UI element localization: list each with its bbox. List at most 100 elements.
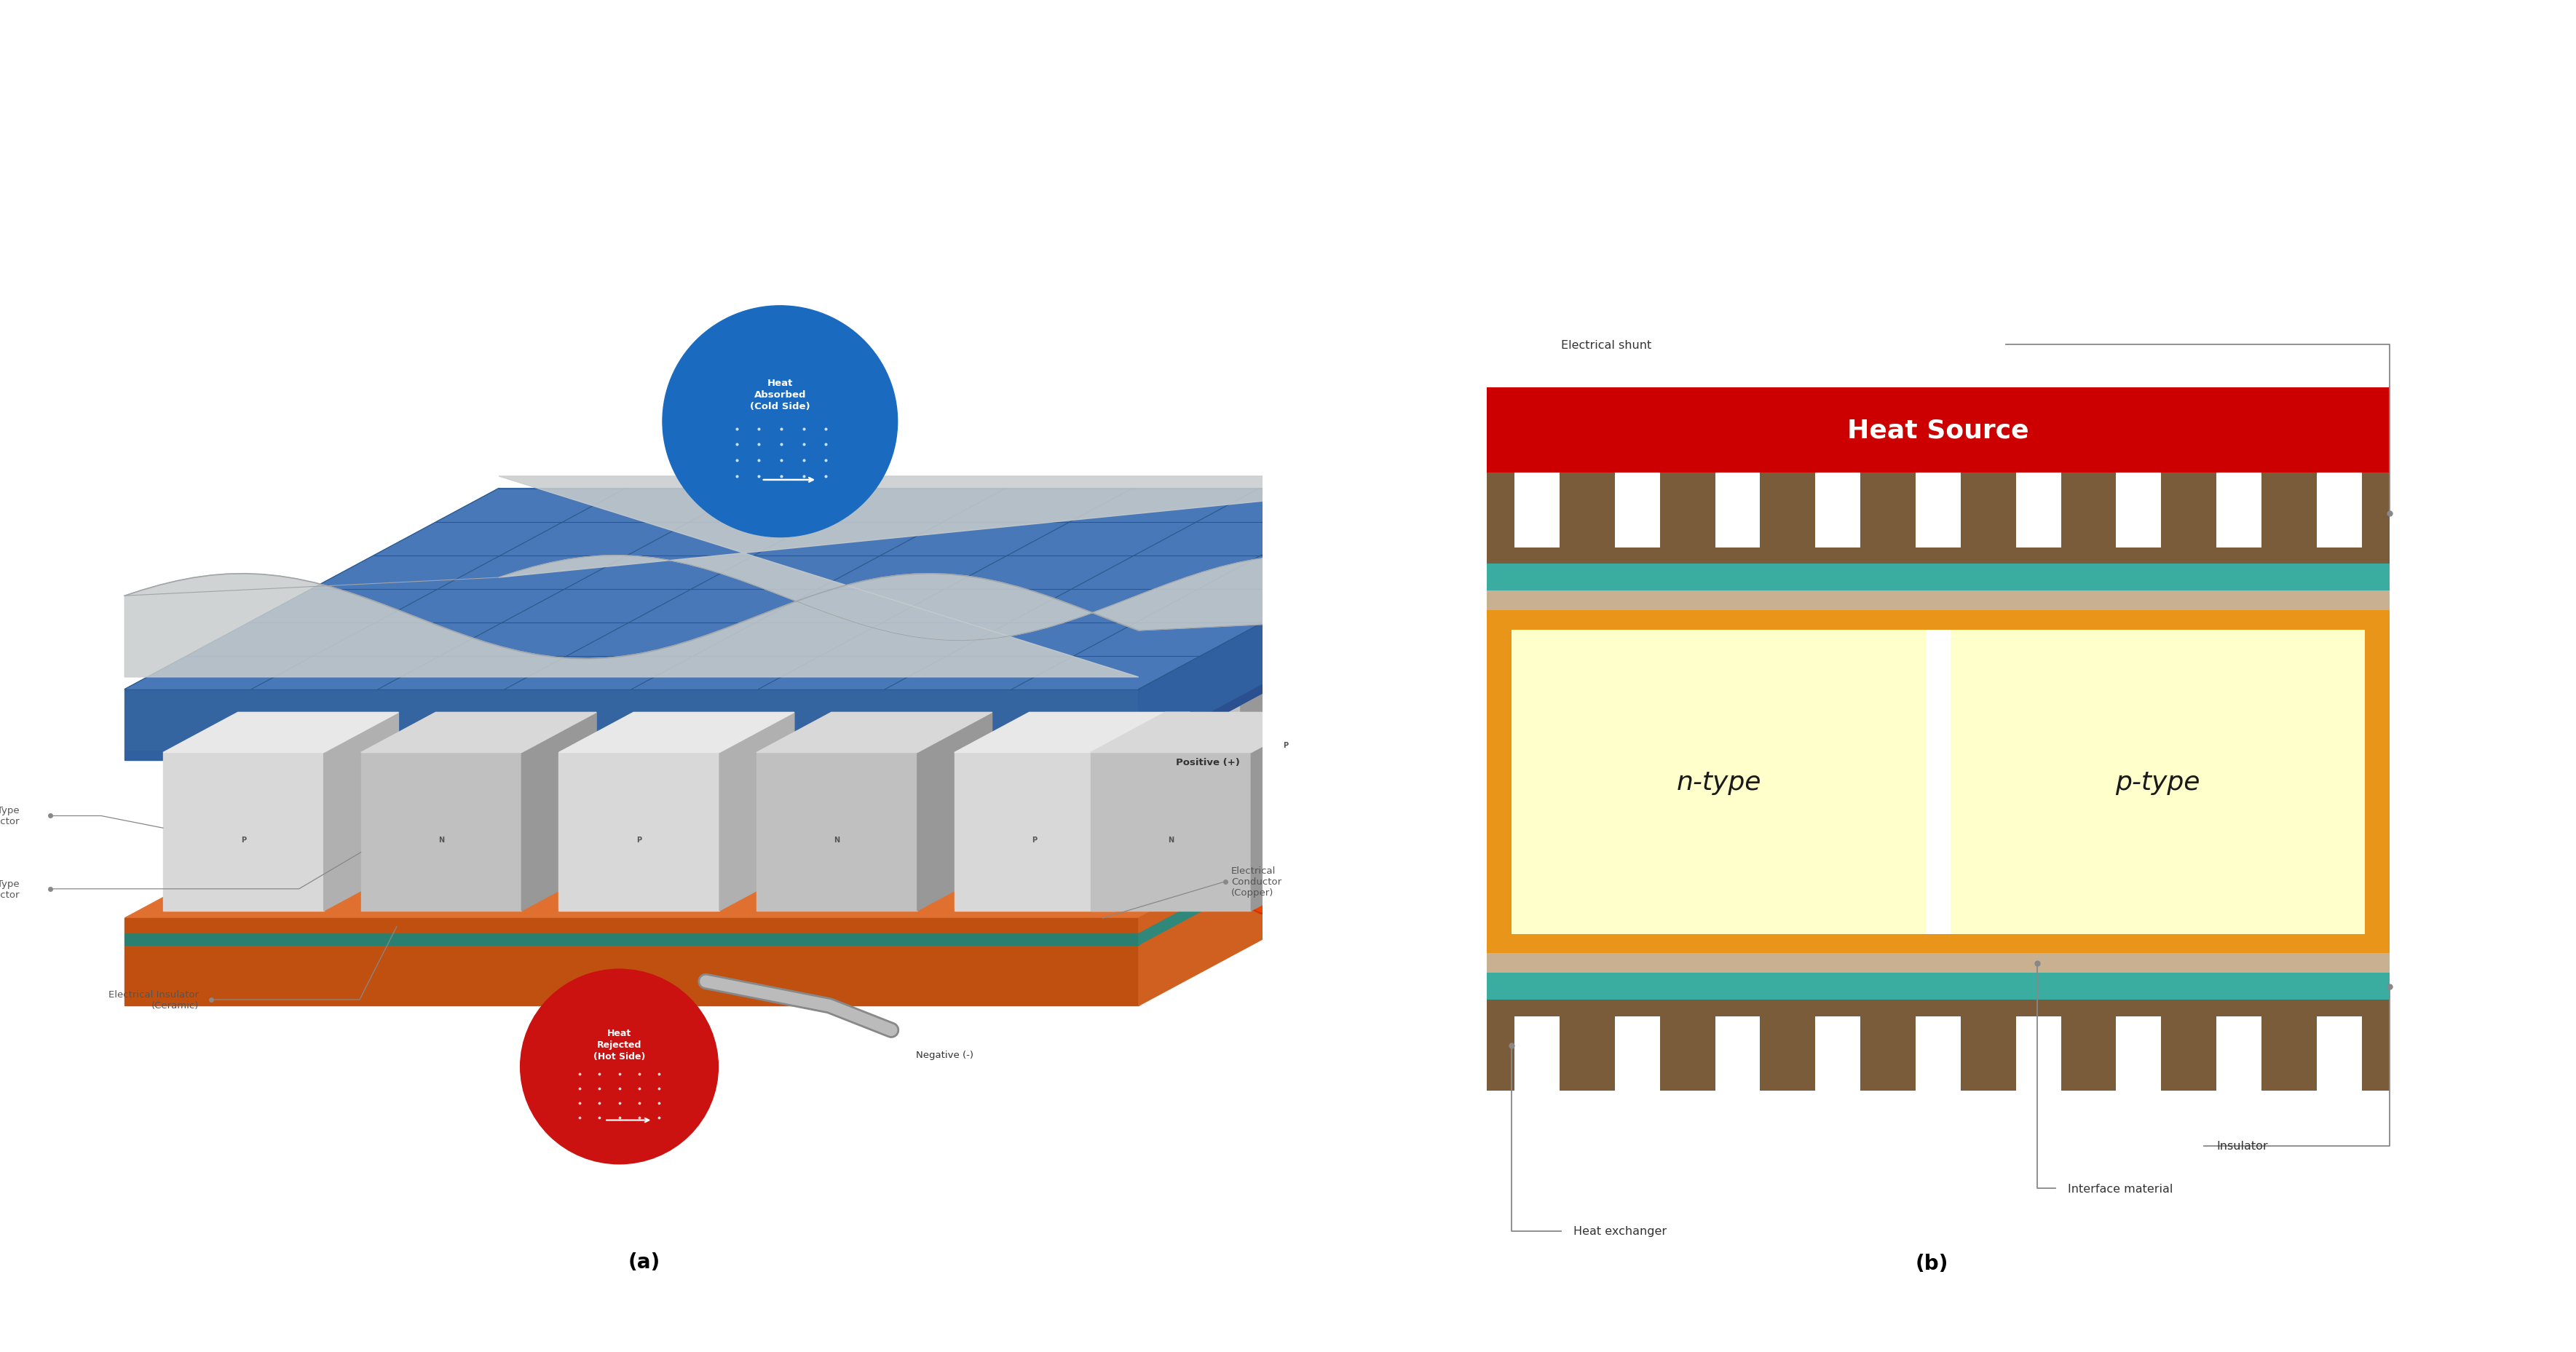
Text: Electrical shunt: Electrical shunt xyxy=(1561,339,1651,350)
Polygon shape xyxy=(1139,718,1512,933)
Text: P: P xyxy=(1283,741,1288,749)
Polygon shape xyxy=(124,488,1512,690)
Bar xyxy=(1917,1017,1960,1091)
Bar xyxy=(2215,1017,2262,1091)
Text: Insulator: Insulator xyxy=(2215,1140,2267,1152)
Text: Heat
Rejected
(Hot Side): Heat Rejected (Hot Side) xyxy=(592,1029,644,1061)
Polygon shape xyxy=(520,713,598,911)
Polygon shape xyxy=(1139,731,1512,945)
Polygon shape xyxy=(1095,571,1170,768)
Polygon shape xyxy=(124,945,1139,1006)
Polygon shape xyxy=(1007,618,1244,658)
Bar xyxy=(1486,473,2391,564)
Text: Heat exchanger: Heat exchanger xyxy=(1574,1225,1667,1237)
Polygon shape xyxy=(971,618,1046,817)
Bar xyxy=(1615,473,1659,548)
Text: P: P xyxy=(636,836,641,844)
Polygon shape xyxy=(574,618,649,817)
Text: N: N xyxy=(690,741,696,749)
Polygon shape xyxy=(487,706,647,864)
Polygon shape xyxy=(1090,753,1252,911)
Polygon shape xyxy=(737,610,899,768)
Bar xyxy=(1486,973,2391,1000)
Polygon shape xyxy=(899,571,974,768)
Bar xyxy=(2316,1017,2362,1091)
Text: N: N xyxy=(438,836,443,844)
Text: P: P xyxy=(814,694,819,702)
Text: N: N xyxy=(762,788,768,796)
Polygon shape xyxy=(1170,618,1244,817)
Bar xyxy=(1486,388,2391,473)
Bar xyxy=(2017,1017,2061,1091)
Polygon shape xyxy=(809,658,971,817)
Circle shape xyxy=(520,969,719,1164)
Polygon shape xyxy=(1079,665,1316,706)
Polygon shape xyxy=(613,658,773,817)
Text: Heat
Absorbed
(Cold Side): Heat Absorbed (Cold Side) xyxy=(750,379,809,411)
Bar xyxy=(1716,473,1759,548)
Text: Interface material: Interface material xyxy=(2069,1183,2174,1194)
Polygon shape xyxy=(953,753,1115,911)
Polygon shape xyxy=(881,665,1118,706)
Polygon shape xyxy=(538,571,775,610)
Polygon shape xyxy=(415,618,649,658)
Bar xyxy=(1816,473,1860,548)
Polygon shape xyxy=(757,713,992,753)
Polygon shape xyxy=(559,713,793,753)
Polygon shape xyxy=(809,618,1046,658)
Text: Heat Source: Heat Source xyxy=(1847,418,2030,442)
Polygon shape xyxy=(1043,665,1118,864)
Text: p-type: p-type xyxy=(2115,769,2200,795)
Polygon shape xyxy=(1252,713,1327,911)
Polygon shape xyxy=(647,665,721,864)
Polygon shape xyxy=(773,618,848,817)
Text: p-Type
Semiconductor: p-Type Semiconductor xyxy=(0,806,21,826)
Polygon shape xyxy=(124,718,1512,918)
Text: Negative (-): Negative (-) xyxy=(917,1051,974,1059)
Bar xyxy=(2365,630,2391,934)
Polygon shape xyxy=(1365,618,1440,817)
Polygon shape xyxy=(325,713,399,911)
Polygon shape xyxy=(1139,744,1512,1006)
Bar xyxy=(2117,1017,2161,1091)
Polygon shape xyxy=(1133,571,1368,610)
Polygon shape xyxy=(538,610,701,768)
Polygon shape xyxy=(124,476,1512,677)
Polygon shape xyxy=(845,665,920,864)
Polygon shape xyxy=(415,658,574,817)
Polygon shape xyxy=(1007,658,1170,817)
Polygon shape xyxy=(124,533,1512,733)
Text: N: N xyxy=(1157,788,1164,796)
Bar xyxy=(1716,1017,1759,1091)
Text: P: P xyxy=(961,788,966,796)
Polygon shape xyxy=(737,571,974,610)
Polygon shape xyxy=(757,753,917,911)
Polygon shape xyxy=(124,750,1139,760)
Text: N: N xyxy=(366,788,371,796)
Circle shape xyxy=(662,306,896,537)
Polygon shape xyxy=(361,753,520,911)
Polygon shape xyxy=(124,744,1512,945)
Polygon shape xyxy=(124,708,1139,733)
Polygon shape xyxy=(1206,658,1365,817)
Polygon shape xyxy=(1206,618,1440,658)
Bar xyxy=(1515,1017,1558,1091)
Text: n-Type
Semiconductor: n-Type Semiconductor xyxy=(0,879,21,899)
Polygon shape xyxy=(1242,665,1316,864)
Text: (a): (a) xyxy=(629,1251,659,1272)
Text: n-type: n-type xyxy=(1677,769,1762,795)
Polygon shape xyxy=(124,508,1512,708)
Polygon shape xyxy=(124,731,1512,933)
Polygon shape xyxy=(685,706,845,864)
Text: (b): (b) xyxy=(1917,1253,1947,1274)
Text: Positive (+): Positive (+) xyxy=(1175,758,1239,767)
Polygon shape xyxy=(289,706,448,864)
Bar xyxy=(1486,610,2391,630)
Polygon shape xyxy=(1090,713,1327,753)
Polygon shape xyxy=(953,713,1190,753)
Bar xyxy=(1917,473,1960,548)
Polygon shape xyxy=(124,918,1139,933)
Bar xyxy=(1816,1017,1860,1091)
Bar xyxy=(2017,473,2061,548)
Polygon shape xyxy=(448,665,523,864)
